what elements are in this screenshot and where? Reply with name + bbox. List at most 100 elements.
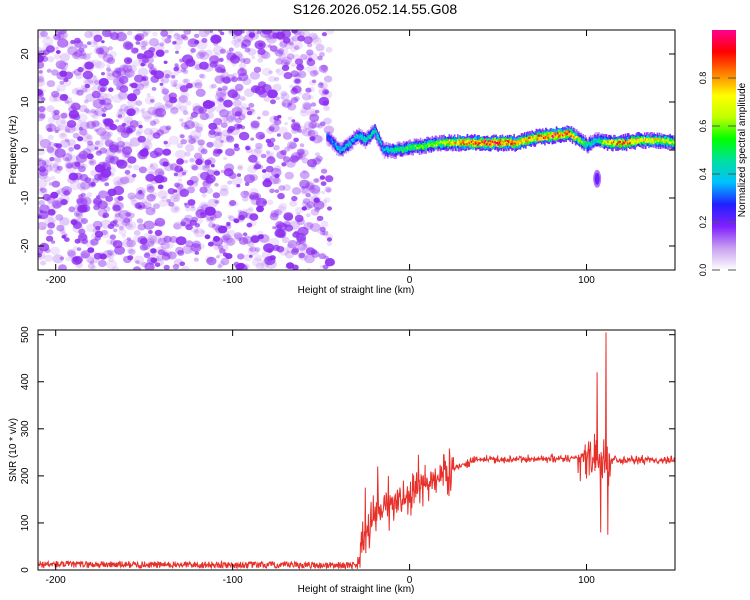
noise-blob <box>295 74 301 78</box>
noise-blob <box>147 63 154 69</box>
ridge-cell <box>618 140 621 143</box>
noise-blob <box>38 87 44 93</box>
ridge-cell <box>609 140 612 145</box>
noise-blob <box>178 95 189 103</box>
ridge-cell <box>416 144 419 149</box>
noise-blob <box>296 64 304 71</box>
noise-blob <box>148 185 156 191</box>
noise-blob <box>72 113 81 121</box>
noise-blob <box>262 169 267 173</box>
noise-blob <box>66 249 76 257</box>
noise-blob <box>255 86 266 95</box>
noise-blob <box>135 33 145 41</box>
ridge-cell <box>622 139 625 144</box>
noise-blob <box>285 159 296 168</box>
noise-blob <box>46 229 54 236</box>
ridge-cell <box>591 143 594 146</box>
noise-blob <box>173 196 180 203</box>
noise-blob <box>46 105 55 113</box>
noise-blob <box>233 218 240 224</box>
noise-blob <box>275 58 284 65</box>
ridge-cell <box>631 142 633 145</box>
noise-blob <box>165 161 171 167</box>
noise-blob <box>278 185 286 191</box>
ridge-cell <box>669 139 671 144</box>
noise-blob <box>175 104 182 110</box>
ridge-cell <box>587 142 590 145</box>
noise-blob <box>159 125 170 135</box>
ridge-cell <box>371 132 373 135</box>
noise-blob <box>179 168 184 172</box>
noise-blob <box>73 37 81 44</box>
noise-blob <box>322 199 328 204</box>
noise-blob <box>193 257 199 262</box>
noise-blob <box>115 79 125 88</box>
ridge-cell <box>501 138 504 146</box>
noise-blob <box>48 94 58 103</box>
ridge-cell <box>556 132 559 137</box>
noise-blob <box>251 55 256 60</box>
noise-blob <box>240 190 250 198</box>
noise-blob <box>55 30 67 35</box>
ridge-cell <box>571 135 574 138</box>
noise-blob <box>38 112 45 122</box>
noise-blob <box>117 149 122 153</box>
noise-blob <box>101 30 112 38</box>
noise-blob <box>172 82 178 87</box>
spectrogram-y-tick-label: 10 <box>20 96 31 108</box>
noise-blob <box>293 73 299 77</box>
ridge-cell <box>615 140 617 143</box>
noise-blob <box>154 168 165 177</box>
ridge-cell <box>583 141 585 144</box>
ridge-cell <box>394 146 397 157</box>
noise-blob <box>132 89 141 96</box>
noise-blob <box>105 165 116 175</box>
noise-blob <box>79 121 90 130</box>
noise-blob <box>142 243 151 250</box>
ridge-cell <box>382 149 385 152</box>
ridge-cell <box>592 141 595 146</box>
ridge-cell <box>468 141 471 144</box>
noise-blob <box>236 184 241 188</box>
noise-blob <box>106 252 115 259</box>
noise-blob <box>237 106 248 115</box>
noise-blob <box>257 48 266 55</box>
colorbar-tick-label: 0.2 <box>698 216 708 229</box>
ridge-cell <box>442 142 444 144</box>
noise-blob <box>144 251 150 256</box>
noise-blob <box>141 140 153 151</box>
noise-blob <box>140 45 147 51</box>
noise-blob <box>44 217 55 226</box>
noise-blob <box>158 221 166 228</box>
noise-blob <box>290 70 299 78</box>
noise-blob <box>154 107 167 118</box>
noise-blob <box>175 149 186 159</box>
ridge-cell <box>636 139 639 144</box>
noise-blob <box>154 175 164 183</box>
noise-blob <box>39 113 46 119</box>
noise-blob <box>42 193 51 201</box>
ridge-cell <box>565 130 567 135</box>
noise-blob <box>149 253 160 262</box>
noise-blob <box>170 205 180 214</box>
noise-blob <box>202 100 214 109</box>
ridge-cell <box>531 133 533 141</box>
noise-blob <box>133 202 141 209</box>
noise-blob <box>237 253 245 260</box>
noise-blob <box>163 90 168 95</box>
noise-blob <box>237 68 248 77</box>
ridge-cell <box>653 137 656 140</box>
noise-blob <box>53 33 61 41</box>
ridge-cell <box>380 142 383 145</box>
noise-blob <box>161 76 170 84</box>
ridge-cell <box>334 143 337 145</box>
ridge-cell <box>426 145 428 148</box>
noise-blob <box>167 34 172 39</box>
noise-blob <box>145 207 156 216</box>
noise-blob <box>182 110 189 116</box>
noise-blob <box>38 158 42 162</box>
noise-blob <box>164 49 169 54</box>
noise-blob <box>39 187 44 191</box>
ridge-cell <box>484 140 487 142</box>
ridge-cell <box>607 143 610 145</box>
